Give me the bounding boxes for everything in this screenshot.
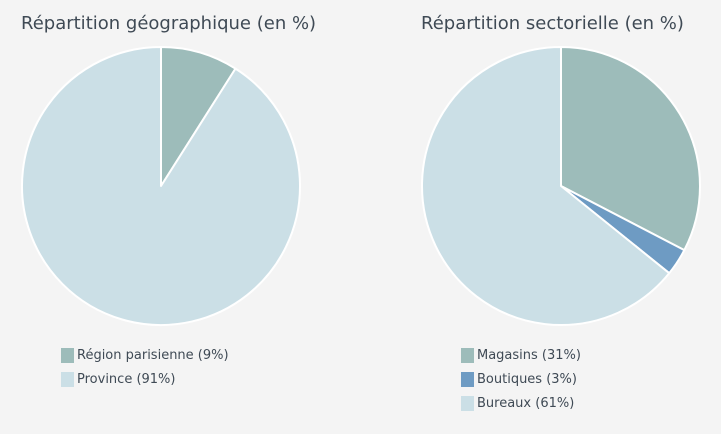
pie-slice-province <box>21 46 301 326</box>
legend-label: Région parisienne (9%) <box>77 347 229 363</box>
legend-label: Boutiques (3%) <box>477 371 577 387</box>
pie-chart-geographic <box>21 46 301 326</box>
legend-item-magasins: Magasins (31%) <box>461 343 581 367</box>
legend-swatch <box>461 347 474 363</box>
legend-item-region-parisienne: Région parisienne (9%) <box>61 343 229 367</box>
legend-sectoral: Magasins (31%) Boutiques (3%) Bureaux (61%… <box>461 343 581 415</box>
pie-slice-region-parisienne <box>160 46 237 187</box>
legend-label: Magasins (31%) <box>477 347 581 363</box>
pie-slice-bureaux <box>421 46 671 326</box>
legend-swatch <box>61 371 74 387</box>
legend-item-province: Province (91%) <box>61 367 229 391</box>
geographic-pie-panel: Répartition géographique (en %) Région p… <box>0 0 360 434</box>
legend-swatch <box>461 371 474 387</box>
legend-swatch <box>461 395 474 411</box>
pie-chart-sectoral <box>421 46 701 326</box>
legend-geographic: Région parisienne (9%) Province (91%) <box>61 343 229 391</box>
legend-label: Province (91%) <box>77 371 176 387</box>
legend-label: Bureaux (61%) <box>477 395 575 411</box>
legend-item-boutiques: Boutiques (3%) <box>461 367 581 391</box>
chart-title-geographic: Répartition géographique (en %) <box>21 13 317 34</box>
chart-title-sectoral: Répartition sectorielle (en %) <box>421 13 684 34</box>
legend-item-bureaux: Bureaux (61%) <box>461 391 581 415</box>
sectoral-pie-panel: Répartition sectorielle (en %) Magasins … <box>360 0 721 434</box>
legend-swatch <box>61 347 74 363</box>
pie-slice-magasins <box>560 46 701 252</box>
